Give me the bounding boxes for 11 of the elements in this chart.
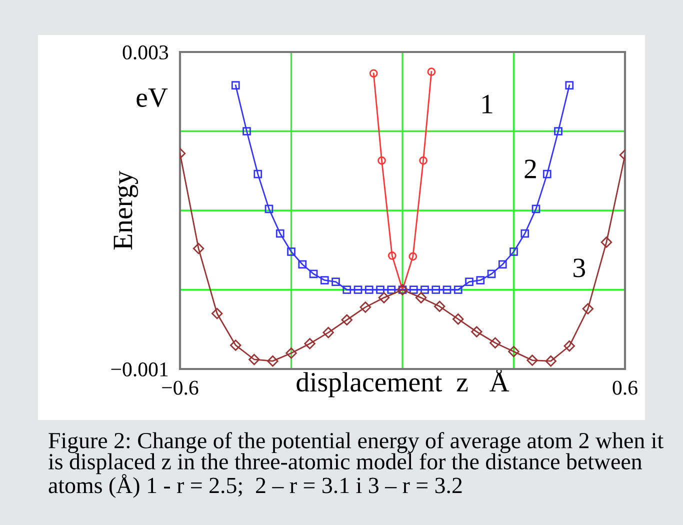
series-label: 2 xyxy=(524,160,536,178)
x-axis-title: displacement z Å xyxy=(296,368,510,398)
x-tick-label: −0.6 xyxy=(162,380,198,395)
caption: Figure 2: Change of the potential energy of average atom 2 when it is displaced z in the three-atomic model for the distance between atoms (Å) 1 - r = 2.5; 2 – r = 3.1 i 3 – r = 3.2 xyxy=(48,432,664,498)
x-tick-label: 0.6 xyxy=(612,380,638,395)
y-tick-label: −0.001 xyxy=(111,362,168,377)
y-tick-label: 0.003 xyxy=(122,45,168,60)
series-label: 1 xyxy=(482,94,492,114)
text: eV xyxy=(136,88,168,108)
y-axis-title: Energy xyxy=(114,170,138,250)
series-label: 3 xyxy=(574,258,586,278)
